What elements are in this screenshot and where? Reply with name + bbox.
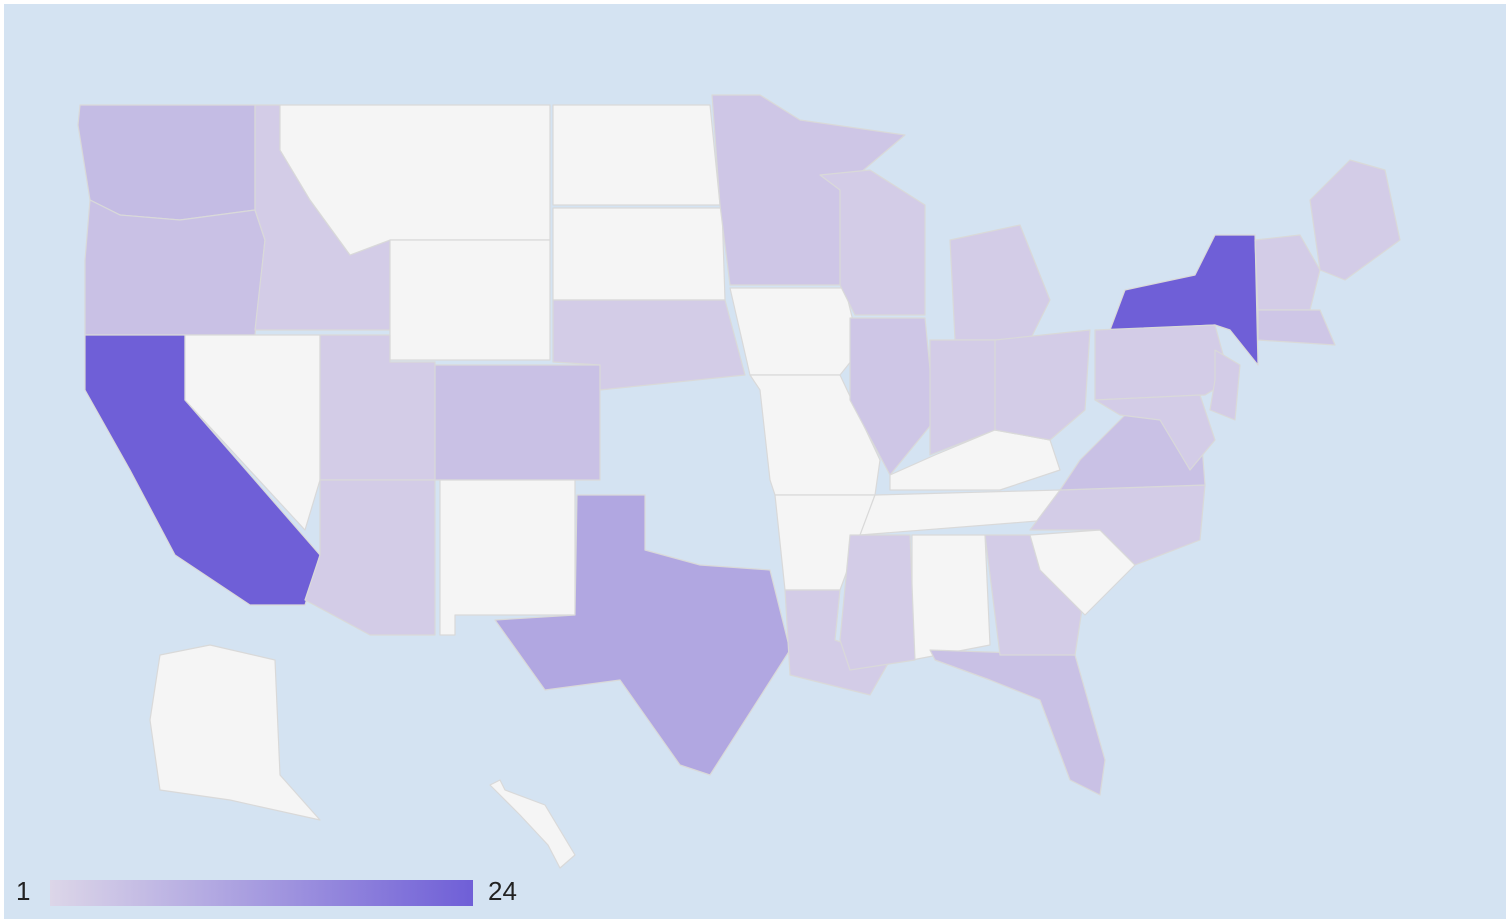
state-region[interactable] xyxy=(1254,234,1321,311)
state-region[interactable] xyxy=(1094,324,1231,401)
state-region[interactable] xyxy=(849,317,936,476)
state-region[interactable] xyxy=(552,207,726,301)
state-region[interactable] xyxy=(1257,309,1336,346)
state-region[interactable] xyxy=(149,644,321,821)
state-region[interactable] xyxy=(911,534,991,661)
state-region[interactable] xyxy=(929,649,1106,796)
state-region[interactable] xyxy=(889,429,1061,491)
state-region[interactable] xyxy=(77,104,256,221)
state-region[interactable] xyxy=(552,299,746,391)
legend-min-label: 1 xyxy=(16,876,30,906)
color-legend xyxy=(50,880,473,906)
state-region[interactable] xyxy=(84,199,266,336)
state-region[interactable] xyxy=(439,479,576,636)
states xyxy=(77,94,1401,869)
state-region[interactable] xyxy=(304,479,436,636)
state-region[interactable] xyxy=(552,104,721,206)
state-region[interactable] xyxy=(279,104,551,256)
state-region[interactable] xyxy=(1109,234,1259,366)
state-region[interactable] xyxy=(184,334,321,531)
state-region[interactable] xyxy=(994,329,1091,441)
state-region[interactable] xyxy=(1094,394,1216,471)
state-region[interactable] xyxy=(819,169,926,316)
state-region[interactable] xyxy=(949,224,1051,341)
state-region[interactable] xyxy=(1029,529,1136,616)
state-region[interactable] xyxy=(839,534,916,671)
state-region[interactable] xyxy=(389,239,551,361)
state-region[interactable] xyxy=(434,364,601,481)
state-region[interactable] xyxy=(494,494,791,776)
state-region[interactable] xyxy=(1209,349,1241,421)
legend-max-label: 24 xyxy=(488,876,517,906)
state-region[interactable] xyxy=(489,779,576,869)
state-region[interactable] xyxy=(729,287,861,376)
